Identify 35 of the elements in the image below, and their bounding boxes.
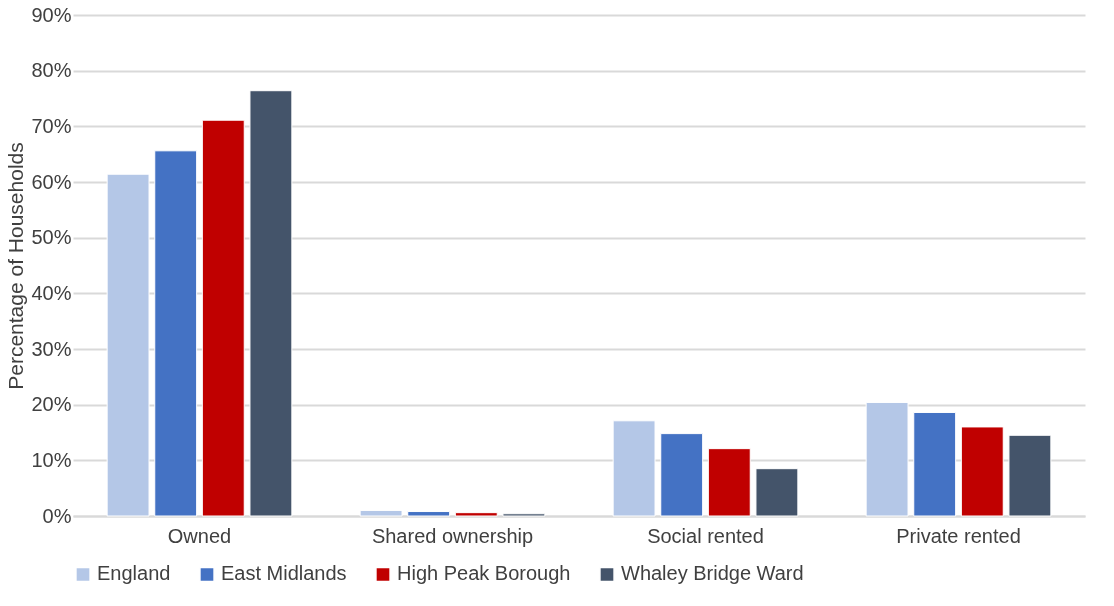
bar (660, 433, 704, 517)
x-tick-label: Social rented (647, 524, 764, 547)
bar (249, 90, 293, 517)
bar (407, 511, 451, 517)
x-tick-label: Owned (167, 524, 232, 547)
bar (755, 468, 799, 517)
x-tick-label: Shared ownership (371, 524, 534, 547)
bar (454, 512, 498, 517)
bar (1008, 434, 1052, 517)
y-tick-label: 80% (31, 59, 72, 82)
bar (707, 448, 751, 517)
y-tick-label: 30% (31, 337, 72, 360)
bar (154, 150, 198, 517)
bar (106, 173, 150, 517)
legend-label: East Midlands (221, 562, 347, 585)
bar (359, 509, 403, 517)
bar (913, 411, 957, 517)
y-tick-label: 90% (31, 3, 72, 26)
y-tick-label: 20% (31, 393, 72, 416)
legend-label: England (97, 562, 171, 585)
bar (960, 426, 1004, 517)
y-tick-label: 50% (31, 226, 72, 249)
legend-label: High Peak Borough (397, 562, 571, 585)
y-tick-label: 40% (31, 281, 72, 304)
x-tick-label: Private rented (896, 524, 1021, 547)
bar (502, 513, 546, 517)
y-tick-label: 60% (31, 170, 72, 193)
legend-label: Whaley Bridge Ward (621, 562, 804, 585)
y-tick-label: 10% (31, 448, 72, 471)
bar (201, 119, 245, 517)
y-axis-title: Percentage of Households (4, 142, 28, 390)
bar (612, 420, 656, 517)
y-tick-label: 0% (42, 504, 72, 527)
y-tick-label: 70% (31, 114, 72, 137)
bar (865, 401, 909, 517)
